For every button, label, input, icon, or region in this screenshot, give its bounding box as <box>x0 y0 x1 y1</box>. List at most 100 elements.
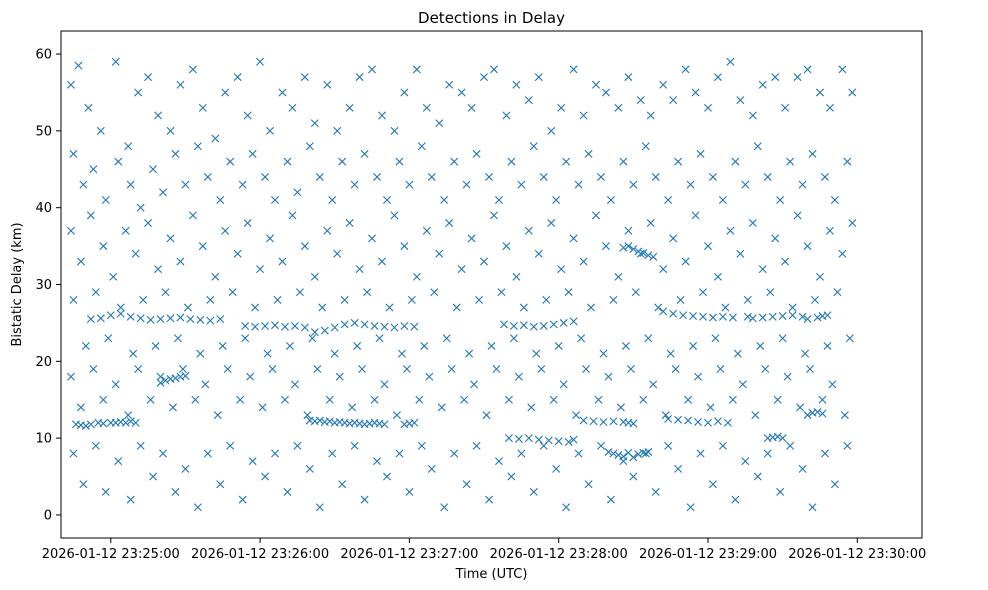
data-point <box>156 378 165 387</box>
data-point <box>604 447 613 456</box>
data-point <box>644 251 653 260</box>
data-point <box>761 365 770 373</box>
x-tick-label: 2026-01-12 23:30:00 <box>788 547 926 562</box>
data-point <box>290 321 299 330</box>
data-point <box>440 196 449 204</box>
data-point <box>699 312 708 321</box>
data-point <box>649 380 658 389</box>
data-point <box>447 365 456 373</box>
data-point <box>415 395 424 404</box>
data-point <box>544 436 553 445</box>
data-point <box>564 288 573 297</box>
data-point <box>723 418 732 427</box>
data-point <box>803 242 812 251</box>
data-point <box>619 452 628 461</box>
data-point <box>370 321 379 330</box>
data-point <box>684 416 693 425</box>
data-point <box>646 219 655 228</box>
data-point <box>348 403 357 412</box>
data-point <box>283 487 292 496</box>
data-point <box>557 103 566 112</box>
data-point <box>609 417 618 426</box>
data-point <box>686 180 695 189</box>
data-point <box>659 80 668 89</box>
data-point <box>462 480 471 489</box>
data-point <box>838 249 847 258</box>
data-point <box>843 441 852 450</box>
data-point <box>524 96 533 105</box>
data-point <box>524 434 533 443</box>
data-point <box>788 311 797 320</box>
data-point <box>79 180 88 189</box>
data-point <box>445 219 454 228</box>
data-point <box>502 111 511 120</box>
data-point <box>467 234 476 243</box>
data-point <box>771 234 780 243</box>
data-point <box>76 403 85 412</box>
data-point <box>529 142 538 151</box>
data-point <box>644 334 653 343</box>
data-point <box>266 234 275 243</box>
data-point <box>412 65 421 74</box>
data-point <box>198 242 207 251</box>
data-point <box>218 341 227 350</box>
data-point <box>410 322 419 331</box>
data-point <box>549 320 558 329</box>
data-point <box>400 321 409 330</box>
data-point <box>400 88 409 97</box>
data-point <box>497 288 506 297</box>
y-axis-label: Bistatic Delay (km) <box>10 222 25 346</box>
data-point <box>718 196 727 204</box>
data-point <box>619 243 628 252</box>
data-point <box>350 318 359 327</box>
data-point <box>554 341 563 350</box>
data-point <box>818 395 827 404</box>
data-point <box>572 411 581 420</box>
data-point <box>624 226 633 235</box>
data-point <box>604 372 613 381</box>
data-point <box>154 265 163 274</box>
data-point <box>136 203 145 212</box>
data-point <box>679 311 688 320</box>
data-point <box>704 418 712 427</box>
data-point <box>674 464 683 473</box>
data-point <box>221 226 230 235</box>
data-point <box>266 126 275 135</box>
data-point <box>738 380 747 389</box>
data-point <box>315 416 324 425</box>
data-point <box>748 111 757 120</box>
data-point <box>582 365 591 373</box>
data-point <box>823 341 832 350</box>
data-point <box>305 464 314 473</box>
data-point <box>718 312 727 321</box>
data-point <box>636 96 645 105</box>
data-point <box>86 211 95 220</box>
data-point <box>248 457 257 466</box>
data-point <box>315 172 324 181</box>
data-point <box>271 196 279 204</box>
data-point <box>285 341 294 350</box>
data-point <box>293 188 302 197</box>
data-point <box>425 372 434 381</box>
data-point <box>325 395 334 404</box>
data-point <box>111 57 120 66</box>
data-point <box>171 487 180 496</box>
data-point <box>517 180 526 189</box>
data-point <box>629 419 638 428</box>
data-point <box>261 172 270 181</box>
data-point <box>485 495 494 504</box>
data-point <box>554 437 563 446</box>
data-point <box>203 449 212 458</box>
data-point <box>233 249 242 258</box>
data-point <box>368 65 377 74</box>
data-point <box>529 487 538 496</box>
data-point <box>534 249 543 258</box>
data-point <box>400 242 409 251</box>
data-point <box>151 341 160 350</box>
data-point <box>221 88 230 97</box>
y-tick-label: 60 <box>35 48 52 63</box>
x-axis-label: Time (UTC) <box>455 567 528 582</box>
data-point <box>619 157 628 166</box>
data-point <box>778 334 787 343</box>
data-point <box>549 395 558 404</box>
